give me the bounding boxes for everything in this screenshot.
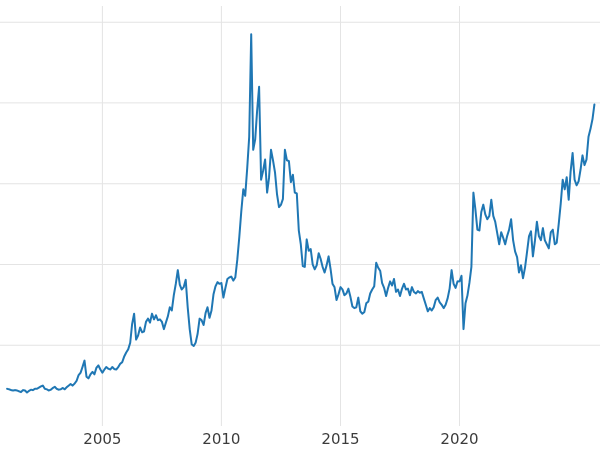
price-series-line [6, 33, 596, 394]
x-tick-label: 2015 [321, 430, 359, 448]
x-tick-label: 2005 [83, 430, 121, 448]
x-tick-label: 2010 [202, 430, 240, 448]
x-tick-label: 2020 [440, 430, 478, 448]
